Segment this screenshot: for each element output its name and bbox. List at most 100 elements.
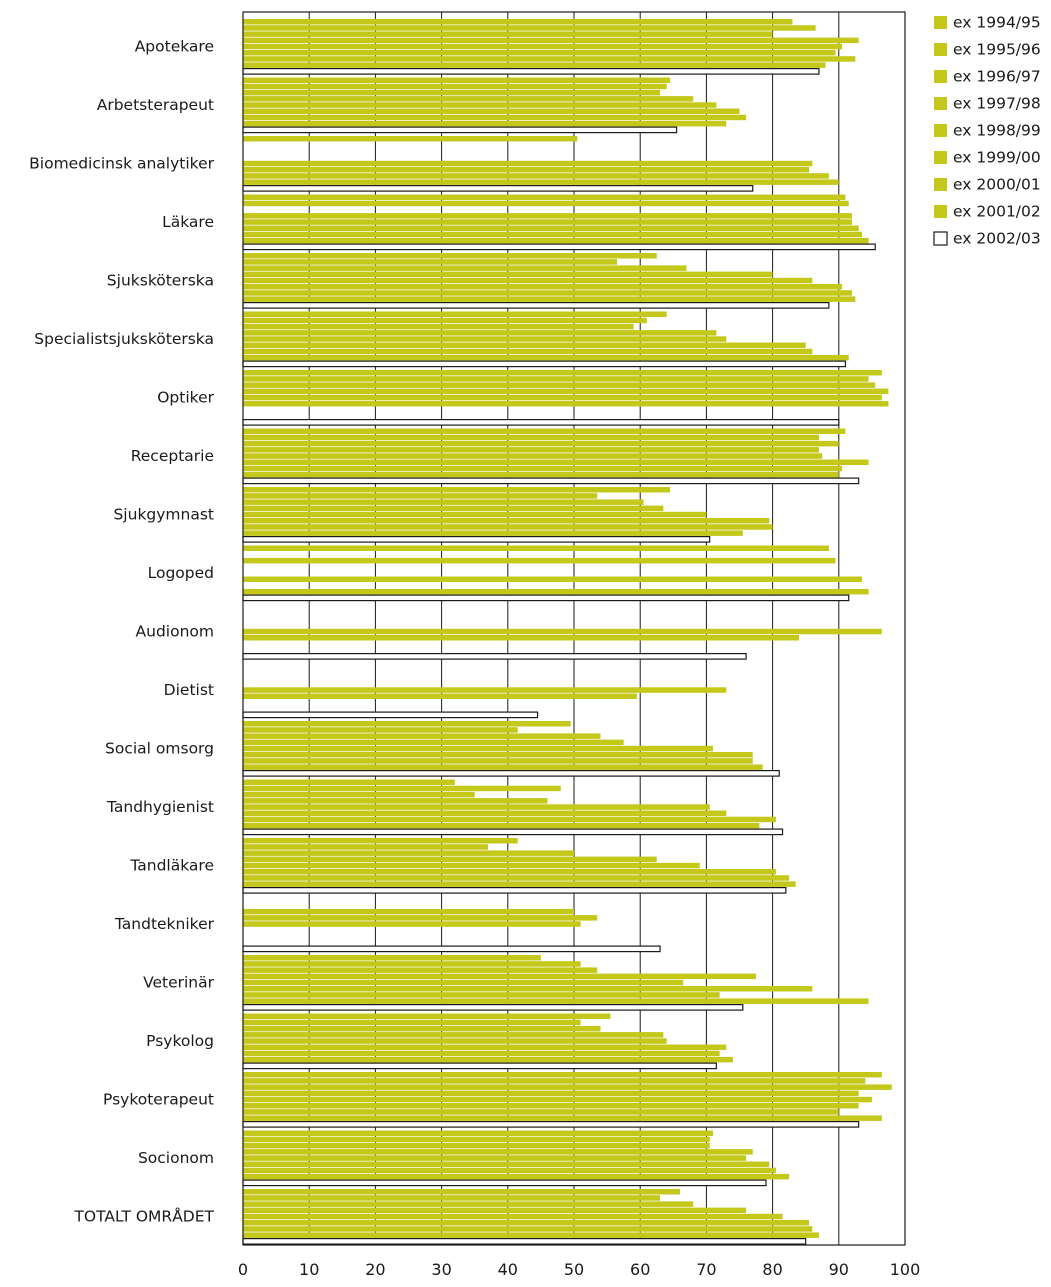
bar-8-8	[242, 535, 711, 543]
bar-18-5	[243, 1103, 859, 1109]
bar-17-0	[243, 1013, 611, 1019]
bar-2-4	[243, 160, 813, 167]
bar-8-6	[243, 524, 773, 530]
bar-7-7	[243, 471, 839, 478]
bar-17-7	[243, 1056, 733, 1063]
bar-7-3	[243, 447, 819, 453]
category-label: Biomedicinsk analytiker	[29, 155, 214, 173]
bar-5-3	[243, 330, 717, 336]
category-label: Tandtekniker	[114, 915, 215, 933]
bar-12-2	[243, 733, 601, 739]
bar-14-2	[243, 850, 574, 856]
category-label: Social omsorg	[105, 740, 214, 758]
bar-18-4	[243, 1096, 872, 1103]
bar-0-3	[243, 37, 859, 44]
legend-label: ex 1998/99	[953, 122, 1041, 140]
bar-13-7	[243, 822, 760, 829]
bar-17-4	[243, 1038, 667, 1044]
legend-label: ex 1995/96	[953, 41, 1041, 59]
bar-13-8	[242, 828, 784, 836]
bar-19-5	[243, 1161, 770, 1167]
category-label: Psykolog	[146, 1032, 214, 1050]
category-label: Specialistsjuksköterska	[34, 330, 214, 348]
legend-swatch	[934, 43, 947, 56]
bar-7-8	[242, 477, 860, 485]
plot-frame	[242, 11, 906, 1246]
bar-16-2	[243, 967, 598, 973]
bar-15-3	[243, 915, 598, 921]
legend-swatch	[934, 70, 947, 83]
bar-10-4	[243, 628, 882, 635]
bar-14-8	[242, 886, 787, 894]
bar-7-6	[243, 465, 843, 472]
bar-0-0	[243, 19, 793, 25]
bar-14-7	[243, 881, 796, 887]
legend-swatch	[934, 124, 947, 137]
bar-3-8	[242, 243, 876, 251]
legend-swatch	[934, 97, 947, 110]
bar-2-0	[243, 136, 578, 142]
bar-16-7	[243, 998, 869, 1004]
bar-2-8	[242, 185, 754, 192]
bar-20-4	[243, 1213, 783, 1220]
bar-7-2	[243, 440, 839, 447]
legend-swatch	[934, 178, 947, 191]
bar-14-1	[243, 844, 488, 850]
bar-16-3	[243, 973, 757, 980]
bar-17-2	[243, 1025, 601, 1032]
bar-10-5	[243, 635, 800, 641]
bar-0-5	[243, 50, 836, 56]
legend-label: ex 2000/01	[953, 176, 1041, 194]
bar-1-0	[243, 77, 670, 83]
bar-7-0	[243, 428, 846, 434]
bar-16-8	[242, 1003, 744, 1011]
bar-6-8	[242, 419, 840, 426]
category-label: Tandhygienist	[106, 798, 214, 816]
bar-6-2	[243, 382, 876, 388]
bar-8-5	[243, 518, 770, 524]
bar-16-6	[243, 992, 720, 998]
legend-label: ex 2001/02	[953, 203, 1041, 221]
x-tick-label: 30	[431, 1260, 451, 1279]
bar-3-3	[243, 213, 853, 219]
bar-14-5	[243, 869, 776, 875]
category-label: Tandläkare	[129, 857, 214, 875]
bar-20-8	[242, 1237, 807, 1245]
bar-16-4	[243, 979, 684, 986]
bar-14-3	[243, 856, 657, 863]
bar-5-7	[243, 354, 849, 361]
bar-6-1	[243, 376, 869, 382]
bar-4-7	[243, 296, 856, 302]
bar-6-0	[243, 370, 882, 376]
bar-7-5	[243, 459, 869, 465]
bar-18-1	[243, 1078, 866, 1084]
category-label: Sjuksköterska	[107, 272, 214, 290]
legend-label: ex 1999/00	[953, 149, 1041, 167]
bar-5-0	[243, 311, 667, 317]
bar-5-1	[243, 317, 647, 324]
bar-8-4	[243, 511, 707, 518]
bar-18-0	[243, 1072, 882, 1078]
bar-20-0	[243, 1189, 680, 1195]
category-label: TOTALT OMRÅDET	[73, 1207, 214, 1226]
legend-swatch	[934, 16, 947, 29]
legend-label: ex 1997/98	[953, 95, 1041, 113]
bar-1-2	[243, 89, 661, 96]
legend-label: ex 1996/97	[953, 68, 1041, 86]
bar-14-4	[243, 862, 700, 869]
bar-18-3	[243, 1090, 859, 1097]
category-label: Psykoterapeut	[103, 1091, 214, 1109]
bar-8-3	[243, 505, 664, 512]
bar-14-0	[243, 838, 518, 844]
bar-8-7	[243, 530, 743, 536]
bar-3-4	[243, 219, 853, 225]
legend: ex 1994/95 ex 1995/96 ex 1996/97 ex 1997/98…	[933, 14, 1041, 248]
bar-9-8	[242, 594, 850, 602]
bar-9-7	[243, 588, 869, 595]
bar-0-8	[242, 67, 820, 75]
bar-15-8	[242, 945, 661, 953]
bar-4-5	[243, 284, 843, 290]
bar-1-7	[243, 120, 727, 127]
bar-9-5	[243, 576, 862, 582]
